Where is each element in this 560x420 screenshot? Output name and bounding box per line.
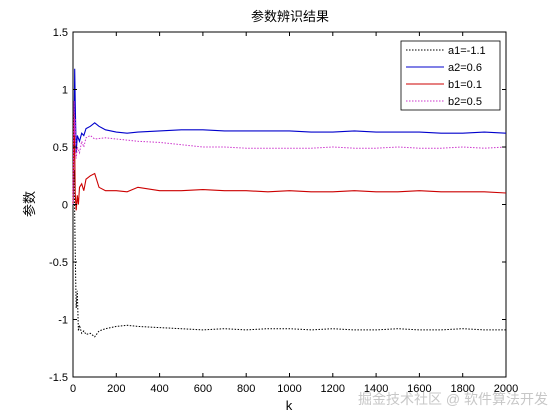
y-axis-title: 参数 <box>22 191 37 217</box>
series-lines <box>72 68 507 338</box>
x-tick-label: 400 <box>150 383 168 395</box>
x-axis-ticks: 0 200 400 600 800 1000 1200 1400 1600 1800 2000 <box>70 32 518 395</box>
y-tick-label: 1 <box>62 85 68 97</box>
chart-title: 参数辨识结果 <box>251 9 329 24</box>
series-line-3 <box>72 112 507 211</box>
series-line-2 <box>72 68 507 205</box>
x-tick-label: 0 <box>70 383 76 395</box>
legend-box <box>400 40 501 111</box>
watermark-text: 掘金技术社区 @ 软件算法开发 <box>358 391 548 407</box>
series-line-1 <box>72 169 506 338</box>
y-tick-label: -1.5 <box>49 372 68 384</box>
y-tick-label: 0.5 <box>53 142 68 154</box>
legend-label-3: b1=0.1 <box>448 79 482 91</box>
y-tick-label: 0 <box>62 200 68 212</box>
legend: a1=-1.1 a2=0.6 b1=0.1 b2=0.5 <box>400 40 501 111</box>
x-tick-label: 200 <box>107 383 125 395</box>
x-tick-label: 1000 <box>277 383 301 395</box>
x-tick-label: 1600 <box>407 383 431 395</box>
y-tick-label: -0.5 <box>49 257 68 269</box>
legend-label-2: a2=0.6 <box>448 62 482 74</box>
x-axis-title: k <box>286 398 293 413</box>
chart-title-group: 参数辨识结果 <box>251 9 329 24</box>
y-axis-ticks: -1.5 -1 -0.5 0 0.5 1 1.5 <box>49 27 506 384</box>
series-line-4 <box>72 100 507 205</box>
x-tick-label: 1800 <box>450 383 474 395</box>
x-tick-label: 1200 <box>321 383 345 395</box>
x-tick-label: 2000 <box>494 383 518 395</box>
y-tick-label: -1 <box>58 315 68 327</box>
y-tick-label: 1.5 <box>53 27 68 39</box>
x-tick-label: 1400 <box>364 383 388 395</box>
legend-label-1: a1=-1.1 <box>448 45 486 57</box>
x-tick-label: 600 <box>194 383 212 395</box>
x-tick-label: 800 <box>237 383 255 395</box>
legend-label-4: b2=0.5 <box>448 96 482 108</box>
